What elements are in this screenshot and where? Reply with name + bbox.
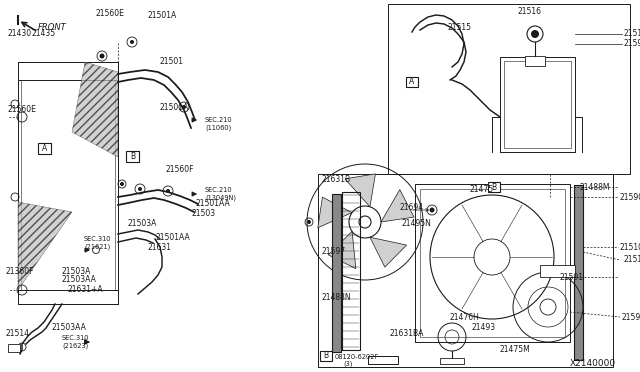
Text: 21495N: 21495N — [402, 219, 432, 228]
Text: 21488N: 21488N — [322, 292, 351, 301]
Bar — [440, 358, 464, 364]
Bar — [38, 143, 51, 154]
Text: SEC.210: SEC.210 — [205, 187, 232, 193]
Text: 21360F: 21360F — [5, 267, 33, 276]
Bar — [18, 62, 118, 304]
Text: FRONT: FRONT — [38, 22, 67, 32]
Circle shape — [429, 208, 435, 212]
Circle shape — [531, 30, 539, 38]
Text: 21514: 21514 — [5, 330, 29, 339]
Bar — [415, 184, 570, 342]
Text: 21631+A: 21631+A — [68, 285, 104, 294]
Text: 08120-6202F: 08120-6202F — [335, 354, 380, 360]
Bar — [388, 4, 630, 174]
Text: B: B — [130, 152, 135, 161]
Text: 21503A: 21503A — [62, 267, 92, 276]
Text: 21590: 21590 — [620, 192, 640, 202]
Text: 21631: 21631 — [148, 243, 172, 251]
Text: B: B — [323, 352, 328, 360]
Text: 21560F: 21560F — [165, 166, 193, 174]
Text: B: B — [492, 183, 497, 192]
Bar — [126, 151, 139, 162]
Polygon shape — [381, 190, 414, 222]
Bar — [500, 57, 575, 152]
Text: 21435: 21435 — [32, 29, 56, 38]
Text: 21516: 21516 — [518, 7, 542, 16]
Circle shape — [130, 40, 134, 44]
Text: 21694: 21694 — [400, 202, 424, 212]
Text: 21590: 21590 — [622, 312, 640, 321]
Text: 21488M: 21488M — [580, 183, 611, 192]
Bar — [525, 56, 545, 66]
Text: 21510G: 21510G — [623, 256, 640, 264]
Text: 21560E: 21560E — [95, 10, 124, 19]
Text: 21501A: 21501A — [160, 103, 189, 112]
Bar — [18, 62, 118, 80]
Text: 21501AA: 21501AA — [195, 199, 230, 208]
Text: A: A — [410, 77, 415, 87]
Text: 21493: 21493 — [472, 324, 496, 333]
Text: 21560E: 21560E — [8, 106, 37, 115]
Text: SEC.310: SEC.310 — [62, 335, 90, 341]
Bar — [320, 351, 332, 361]
Text: (11060): (11060) — [205, 125, 231, 131]
Text: 21501: 21501 — [160, 58, 184, 67]
Text: 21631B: 21631B — [322, 176, 351, 185]
Circle shape — [99, 54, 104, 58]
Polygon shape — [318, 197, 352, 228]
Bar — [488, 182, 500, 192]
Text: 21503A: 21503A — [128, 219, 157, 228]
Text: 21515: 21515 — [447, 23, 471, 32]
Circle shape — [307, 220, 311, 224]
Bar — [21, 65, 115, 301]
Text: 21503: 21503 — [192, 209, 216, 218]
Bar — [540, 265, 575, 277]
Text: 21501AA: 21501AA — [155, 232, 189, 241]
Text: A: A — [42, 144, 47, 153]
Polygon shape — [328, 231, 356, 269]
Polygon shape — [345, 174, 376, 207]
Text: 21510G: 21510G — [620, 243, 640, 251]
Bar — [420, 189, 565, 337]
Bar — [504, 61, 571, 148]
Bar — [342, 192, 360, 350]
Bar — [406, 77, 418, 87]
Circle shape — [166, 189, 170, 193]
Text: 21475: 21475 — [470, 186, 494, 195]
Polygon shape — [72, 62, 118, 157]
Circle shape — [120, 182, 124, 186]
Polygon shape — [18, 202, 72, 290]
Text: 21475M: 21475M — [500, 346, 531, 355]
Text: 21503AA: 21503AA — [62, 276, 97, 285]
Bar — [574, 185, 583, 360]
Bar — [18, 290, 118, 304]
Text: 21430: 21430 — [8, 29, 32, 38]
Text: 21503AA: 21503AA — [52, 324, 87, 333]
Text: 21599N: 21599N — [624, 39, 640, 48]
Text: 21591: 21591 — [560, 273, 584, 282]
Text: SEC.310: SEC.310 — [84, 236, 111, 242]
Text: (3): (3) — [343, 361, 353, 367]
Text: 21631BA: 21631BA — [390, 330, 424, 339]
Text: (13049N): (13049N) — [205, 195, 236, 201]
Text: 21476H: 21476H — [450, 312, 480, 321]
Bar — [8, 344, 20, 352]
Text: SEC.210: SEC.210 — [205, 117, 232, 123]
Text: (21621): (21621) — [84, 244, 110, 250]
Text: X2140000: X2140000 — [570, 359, 616, 369]
Text: 21501A: 21501A — [148, 12, 177, 20]
Text: 21597: 21597 — [322, 247, 346, 257]
Text: 21510: 21510 — [624, 29, 640, 38]
Circle shape — [182, 105, 186, 109]
Bar — [318, 174, 613, 367]
Polygon shape — [370, 237, 406, 267]
Bar — [332, 194, 341, 352]
Text: (21623): (21623) — [62, 343, 88, 349]
Circle shape — [138, 187, 142, 191]
Bar — [368, 356, 398, 364]
